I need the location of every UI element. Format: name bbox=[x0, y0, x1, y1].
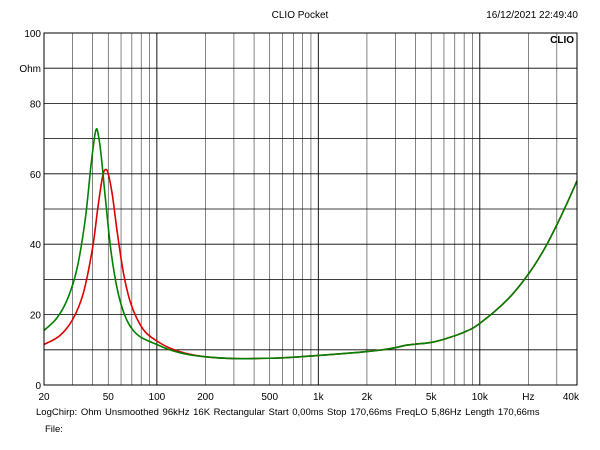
y-tick-label: 0 bbox=[35, 381, 41, 392]
x-tick-label: 200 bbox=[197, 392, 214, 403]
major-grid bbox=[44, 33, 577, 385]
x-tick-label: 5k bbox=[426, 392, 438, 403]
brand-logo: CLIO bbox=[550, 35, 574, 46]
y-tick-label: 40 bbox=[30, 240, 42, 251]
x-tick-label: 2k bbox=[362, 392, 374, 403]
y-tick-label: 80 bbox=[30, 99, 42, 110]
x-tick-label: 500 bbox=[261, 392, 278, 403]
curves bbox=[43, 128, 578, 360]
impedance-curve-2 bbox=[43, 128, 578, 360]
app-title: CLIO Pocket bbox=[271, 10, 329, 21]
x-tick-label: 100 bbox=[149, 392, 166, 403]
x-tick-label: 50 bbox=[103, 392, 115, 403]
x-axis-label: Hz bbox=[522, 392, 534, 403]
timestamp: 16/12/2021 22:49:40 bbox=[486, 10, 578, 21]
axis-labels: 20 50 100 200 500 1k 2k 5k 10k 40kHz020406080100O… bbox=[19, 29, 580, 403]
y-axis-label: Ohm bbox=[19, 64, 41, 75]
y-tick-label: 20 bbox=[30, 311, 42, 322]
x-tick-label: 40k bbox=[563, 392, 580, 403]
measurement-info: LogChirp: Ohm Unsmoothed 96kHz 16K Recta… bbox=[36, 407, 540, 418]
x-tick-label: 1k bbox=[313, 392, 325, 403]
x-tick-label: 20 bbox=[38, 392, 50, 403]
y-tick-label: 100 bbox=[24, 29, 41, 40]
file-label: File: bbox=[45, 424, 63, 435]
x-tick-label: 10k bbox=[472, 392, 489, 403]
plot-frame bbox=[43, 32, 578, 386]
y-tick-label: 60 bbox=[30, 170, 42, 181]
